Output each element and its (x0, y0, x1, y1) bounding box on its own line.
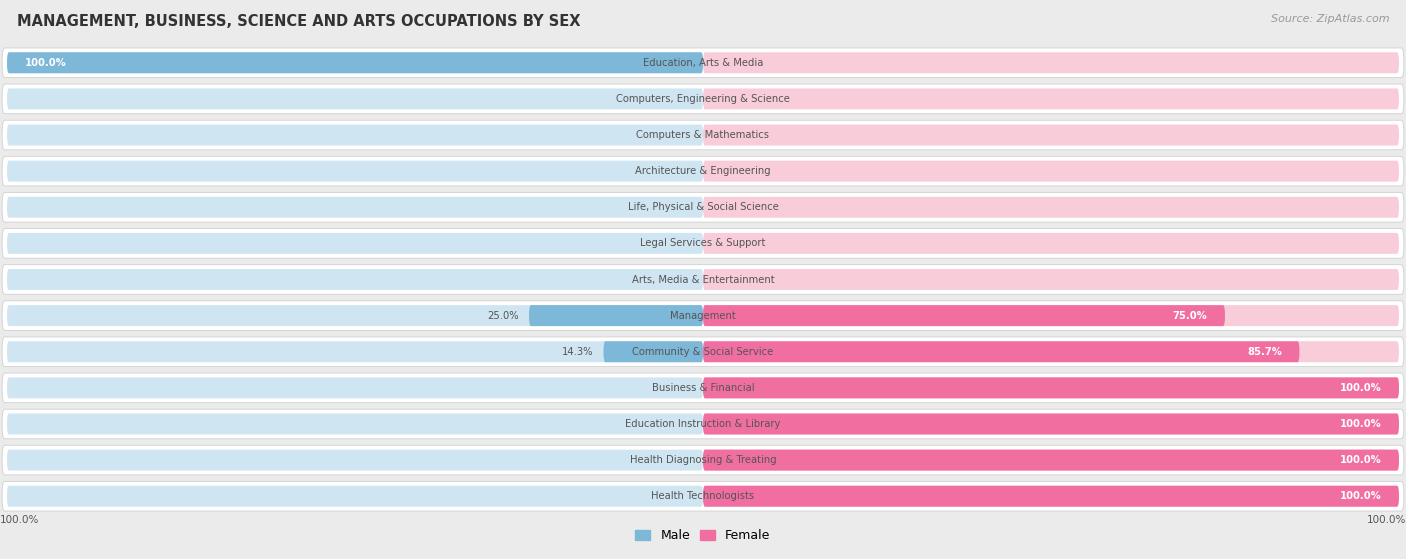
FancyBboxPatch shape (3, 373, 1403, 402)
FancyBboxPatch shape (7, 269, 703, 290)
FancyBboxPatch shape (7, 305, 703, 326)
FancyBboxPatch shape (703, 449, 1399, 471)
FancyBboxPatch shape (7, 486, 703, 506)
Text: Computers, Engineering & Science: Computers, Engineering & Science (616, 94, 790, 104)
FancyBboxPatch shape (703, 414, 1399, 434)
FancyBboxPatch shape (3, 481, 1403, 511)
FancyBboxPatch shape (703, 486, 1399, 506)
FancyBboxPatch shape (703, 305, 1399, 326)
FancyBboxPatch shape (3, 157, 1403, 186)
FancyBboxPatch shape (7, 197, 703, 218)
FancyBboxPatch shape (703, 341, 1399, 362)
Legend: Male, Female: Male, Female (630, 524, 776, 547)
Text: Management: Management (671, 311, 735, 321)
Text: Legal Services & Support: Legal Services & Support (640, 238, 766, 248)
FancyBboxPatch shape (703, 414, 1399, 434)
Text: Computers & Mathematics: Computers & Mathematics (637, 130, 769, 140)
FancyBboxPatch shape (703, 233, 1399, 254)
FancyBboxPatch shape (3, 48, 1403, 78)
FancyBboxPatch shape (703, 125, 1399, 145)
Text: Business & Financial: Business & Financial (652, 383, 754, 393)
Text: Education, Arts & Media: Education, Arts & Media (643, 58, 763, 68)
Text: 25.0%: 25.0% (486, 311, 519, 321)
FancyBboxPatch shape (7, 53, 703, 73)
FancyBboxPatch shape (703, 197, 1399, 218)
FancyBboxPatch shape (703, 449, 1399, 471)
FancyBboxPatch shape (7, 449, 703, 471)
Text: Architecture & Engineering: Architecture & Engineering (636, 166, 770, 176)
FancyBboxPatch shape (703, 486, 1399, 506)
Text: 100.0%: 100.0% (0, 515, 39, 525)
Text: Arts, Media & Entertainment: Arts, Media & Entertainment (631, 274, 775, 285)
FancyBboxPatch shape (7, 341, 703, 362)
FancyBboxPatch shape (3, 446, 1403, 475)
FancyBboxPatch shape (3, 229, 1403, 258)
FancyBboxPatch shape (3, 84, 1403, 113)
FancyBboxPatch shape (7, 125, 703, 145)
FancyBboxPatch shape (703, 53, 1399, 73)
FancyBboxPatch shape (703, 377, 1399, 399)
Text: 100.0%: 100.0% (1367, 515, 1406, 525)
FancyBboxPatch shape (703, 377, 1399, 399)
FancyBboxPatch shape (7, 414, 703, 434)
FancyBboxPatch shape (7, 233, 703, 254)
Text: Health Diagnosing & Treating: Health Diagnosing & Treating (630, 455, 776, 465)
FancyBboxPatch shape (3, 265, 1403, 294)
FancyBboxPatch shape (3, 120, 1403, 150)
Text: 100.0%: 100.0% (1340, 455, 1381, 465)
FancyBboxPatch shape (7, 377, 703, 399)
FancyBboxPatch shape (7, 53, 703, 73)
FancyBboxPatch shape (703, 160, 1399, 182)
Text: Community & Social Service: Community & Social Service (633, 347, 773, 357)
FancyBboxPatch shape (703, 341, 1299, 362)
FancyBboxPatch shape (703, 305, 1225, 326)
Text: MANAGEMENT, BUSINESS, SCIENCE AND ARTS OCCUPATIONS BY SEX: MANAGEMENT, BUSINESS, SCIENCE AND ARTS O… (17, 14, 581, 29)
FancyBboxPatch shape (3, 192, 1403, 222)
FancyBboxPatch shape (3, 409, 1403, 439)
Text: 100.0%: 100.0% (1340, 491, 1381, 501)
Text: 100.0%: 100.0% (1340, 383, 1381, 393)
FancyBboxPatch shape (7, 160, 703, 182)
Text: 100.0%: 100.0% (25, 58, 66, 68)
FancyBboxPatch shape (703, 269, 1399, 290)
FancyBboxPatch shape (529, 305, 703, 326)
Text: Life, Physical & Social Science: Life, Physical & Social Science (627, 202, 779, 212)
FancyBboxPatch shape (3, 301, 1403, 330)
Text: Source: ZipAtlas.com: Source: ZipAtlas.com (1271, 14, 1389, 24)
Text: 75.0%: 75.0% (1173, 311, 1208, 321)
Text: 85.7%: 85.7% (1247, 347, 1282, 357)
FancyBboxPatch shape (603, 341, 703, 362)
Text: 14.3%: 14.3% (561, 347, 593, 357)
FancyBboxPatch shape (703, 88, 1399, 110)
Text: Education Instruction & Library: Education Instruction & Library (626, 419, 780, 429)
Text: 100.0%: 100.0% (1340, 419, 1381, 429)
Text: Health Technologists: Health Technologists (651, 491, 755, 501)
FancyBboxPatch shape (7, 88, 703, 110)
FancyBboxPatch shape (3, 337, 1403, 367)
